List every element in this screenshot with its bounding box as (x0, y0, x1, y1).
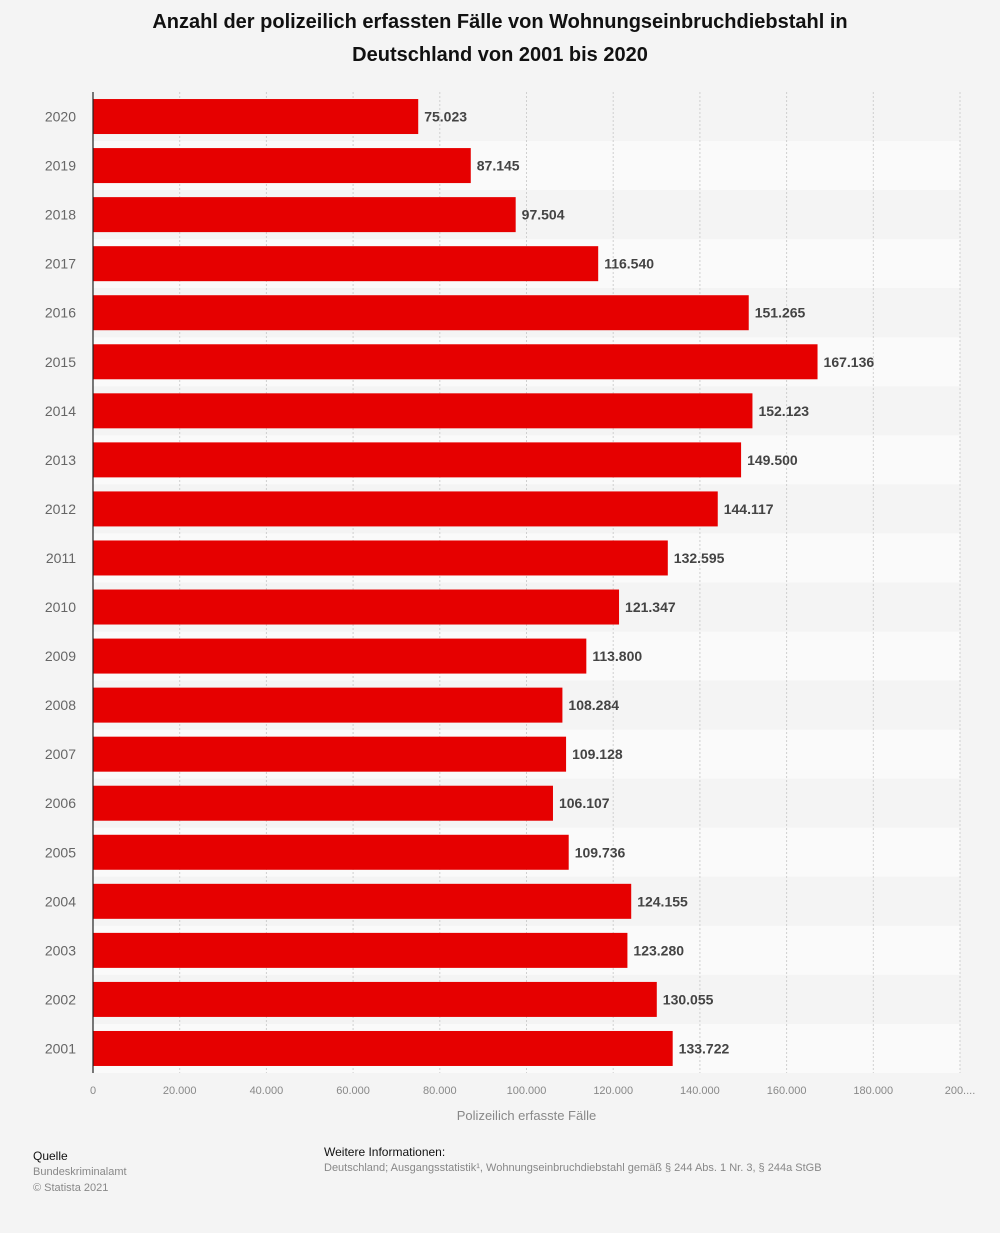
bar-2012 (93, 491, 718, 527)
bar-2004 (93, 883, 632, 919)
y-tick-label: 2019 (45, 158, 76, 174)
value-label: 133.722 (679, 1040, 730, 1056)
value-label: 109.128 (572, 746, 623, 762)
value-label: 152.123 (758, 403, 809, 419)
x-tick-label: 160.000 (767, 1085, 807, 1097)
bar-2019 (93, 148, 471, 184)
bar-2002 (93, 981, 657, 1017)
value-label: 144.117 (724, 501, 774, 517)
bar-2008 (93, 687, 563, 723)
value-label: 167.136 (824, 354, 875, 370)
value-label: 151.265 (755, 305, 806, 321)
y-tick-label: 2018 (45, 207, 76, 223)
y-tick-label: 2003 (45, 942, 76, 958)
source-heading: Quelle (33, 1149, 68, 1163)
bar-2007 (93, 736, 567, 772)
x-tick-label: 120.000 (593, 1085, 633, 1097)
y-tick-label: 2002 (45, 991, 76, 1007)
bar-2003 (93, 932, 628, 968)
bar-2006 (93, 785, 553, 821)
bar-2014 (93, 393, 753, 429)
x-tick-label: 60.000 (336, 1085, 370, 1097)
value-label: 97.504 (522, 207, 565, 223)
x-tick-label: 40.000 (250, 1085, 284, 1097)
x-tick-label: 200.... (945, 1085, 976, 1097)
y-tick-label: 2020 (45, 109, 76, 125)
source-block: Quelle Bundeskriminalamt © Statista 2021 (33, 1148, 127, 1196)
value-label: 87.145 (477, 158, 520, 174)
x-tick-label: 140.000 (680, 1085, 720, 1097)
y-tick-label: 2014 (45, 403, 76, 419)
x-tick-label: 0 (90, 1085, 96, 1097)
bar-2005 (93, 834, 569, 870)
chart-title-line-2: Deutschland von 2001 bis 2020 (352, 44, 648, 66)
y-tick-label: 2012 (45, 501, 76, 517)
source-name: Bundeskriminalamt (33, 1166, 127, 1178)
copyright: © Statista 2021 (33, 1182, 109, 1194)
y-tick-label: 2004 (45, 893, 76, 909)
value-label: 106.107 (559, 795, 610, 811)
value-label: 113.800 (592, 648, 642, 664)
x-tick-label: 180.000 (853, 1085, 893, 1097)
y-tick-label: 2015 (45, 354, 76, 370)
chart-title: Anzahl der polizeilich erfassten Fälle v… (0, 6, 1000, 72)
y-tick-label: 2007 (45, 746, 76, 762)
y-tick-label: 2016 (45, 305, 76, 321)
value-label: 121.347 (625, 599, 676, 615)
bar-chart: 2020 75.023 2019 87.145 2018 97.504 2017 116.54… (45, 92, 976, 1123)
bar-2015 (93, 344, 818, 380)
y-tick-label: 2008 (45, 697, 76, 713)
bar-2016 (93, 295, 749, 331)
y-tick-label: 2013 (45, 452, 76, 468)
y-tick-label: 2009 (45, 648, 76, 664)
value-label: 75.023 (424, 109, 467, 125)
bar-2010 (93, 589, 620, 625)
x-tick-label: 80.000 (423, 1085, 457, 1097)
info-text: Deutschland; Ausgangsstatistik¹, Wohnung… (324, 1162, 822, 1174)
value-label: 130.055 (663, 991, 714, 1007)
value-label: 149.500 (747, 452, 798, 468)
value-label: 124.155 (637, 893, 688, 909)
chart-title-line-1: Anzahl der polizeilich erfassten Fälle v… (152, 11, 848, 33)
value-label: 109.736 (575, 844, 626, 860)
y-tick-label: 2005 (45, 844, 76, 860)
bar-2020 (93, 99, 419, 135)
y-tick-label: 2017 (45, 256, 76, 272)
x-axis-title: Polizeilich erfasste Fälle (457, 1108, 596, 1123)
y-tick-label: 2001 (45, 1040, 76, 1056)
value-label: 108.284 (568, 697, 619, 713)
info-heading: Weitere Informationen: (324, 1145, 446, 1159)
y-tick-label: 2006 (45, 795, 76, 811)
bar-2009 (93, 638, 587, 674)
value-label: 116.540 (604, 256, 654, 272)
value-label: 132.595 (674, 550, 725, 566)
bar-2018 (93, 197, 516, 233)
y-tick-label: 2010 (45, 599, 76, 615)
bar-2011 (93, 540, 668, 576)
bar-2001 (93, 1030, 673, 1066)
value-label: 123.280 (633, 942, 684, 958)
info-block: Weitere Informationen: Deutschland; Ausg… (324, 1144, 822, 1176)
x-tick-label: 20.000 (163, 1085, 197, 1097)
y-tick-label: 2011 (46, 550, 76, 566)
bar-2017 (93, 246, 599, 282)
bar-2013 (93, 442, 742, 478)
x-tick-label: 100.000 (507, 1085, 547, 1097)
